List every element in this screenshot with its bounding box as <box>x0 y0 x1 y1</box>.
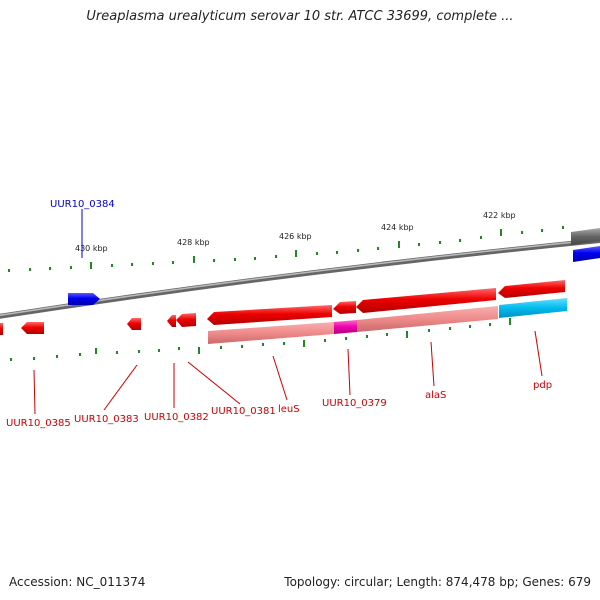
genome-summary-text: Topology: circular; Length: 874,478 bp; … <box>284 575 591 589</box>
ruler-tick <box>241 345 243 348</box>
ruler-tick <box>562 226 564 229</box>
ruler-tick <box>386 333 388 336</box>
ruler-tick <box>418 243 420 246</box>
leader-line <box>33 369 36 415</box>
ruler-label: 426 kbp <box>279 232 312 241</box>
ruler-tick <box>324 339 326 342</box>
ruler-tick <box>220 346 222 349</box>
gene-edge-left[interactable] <box>0 323 3 335</box>
ruler-tick <box>138 350 140 353</box>
leader-line <box>272 355 288 401</box>
inner-ruler <box>10 318 511 361</box>
ruler-tick <box>275 255 277 258</box>
gene-label: UUR10_0384 <box>50 199 115 210</box>
ruler-tick <box>90 262 92 269</box>
ruler-tick <box>198 347 200 354</box>
gene-label: UUR10_0382 <box>144 412 209 423</box>
leader-line <box>347 348 351 396</box>
leader-line <box>430 341 435 387</box>
ruler-label: 422 kbp <box>483 211 516 220</box>
ruler-tick <box>111 264 113 267</box>
ruler-tick <box>480 236 482 239</box>
ruler-tick <box>29 268 31 271</box>
gene-uur10-0382[interactable] <box>167 315 176 327</box>
ruler-tick <box>178 347 180 350</box>
ruler-tick <box>439 241 441 244</box>
leader-line <box>103 364 138 411</box>
ruler-tick <box>521 231 523 234</box>
ruler-tick <box>10 358 12 361</box>
ruler-label: 428 kbp <box>177 238 210 247</box>
gene-label: leuS <box>278 404 300 415</box>
gene-label: UUR10_0383 <box>74 414 139 425</box>
ruler-tick <box>366 335 368 338</box>
ruler-tick <box>303 340 305 347</box>
ruler-tick <box>541 229 543 232</box>
ruler-tick <box>8 269 10 272</box>
ruler-tick <box>234 258 236 261</box>
ruler-tick <box>283 342 285 345</box>
gene-label: pdp <box>533 380 552 391</box>
ruler-tick <box>336 251 338 254</box>
feature-grey-edge[interactable] <box>571 228 600 245</box>
ruler-tick <box>131 263 133 266</box>
gene-label: UUR10_0385 <box>6 418 71 429</box>
ruler-tick <box>449 327 451 330</box>
gene-uur10-0379[interactable] <box>333 301 356 314</box>
reverse-leaders <box>33 330 543 415</box>
outer-ruler <box>8 226 564 272</box>
gene-uur10-0385[interactable] <box>21 322 44 334</box>
feature-pdp[interactable] <box>499 298 567 318</box>
feature-leus[interactable] <box>208 322 334 344</box>
leader-line <box>534 330 543 377</box>
ruler-tick <box>489 323 491 326</box>
ruler-tick <box>345 337 347 340</box>
ruler-tick <box>398 241 400 248</box>
ruler-tick <box>213 259 215 262</box>
ruler-tick <box>70 266 72 269</box>
ruler-tick <box>316 252 318 255</box>
ruler-tick <box>56 355 58 358</box>
gene-forward-edge[interactable] <box>573 246 600 262</box>
ruler-tick <box>33 357 35 360</box>
gene-leus[interactable] <box>207 305 332 325</box>
ruler-tick <box>254 257 256 260</box>
gene-uur10-0384[interactable] <box>68 293 100 305</box>
gene-label: UUR10_0381 <box>211 406 276 417</box>
ruler-tick <box>152 262 154 265</box>
gene-alas[interactable] <box>356 288 496 313</box>
ruler-tick <box>49 267 51 270</box>
gene-label: UUR10_0379 <box>322 398 387 409</box>
map-title: Ureaplasma urealyticum serovar 10 str. A… <box>86 9 514 24</box>
ruler-tick <box>295 250 297 257</box>
ruler-label: 430 kbp <box>75 244 108 253</box>
leader-line <box>187 361 241 405</box>
ruler-tick <box>79 353 81 356</box>
ruler-tick <box>406 331 408 338</box>
ruler-tick <box>116 351 118 354</box>
ruler-tick <box>459 239 461 242</box>
feature-alas[interactable] <box>357 306 498 332</box>
accession-text: Accession: NC_011374 <box>9 575 146 589</box>
ruler-tick <box>469 325 471 328</box>
ruler-label: 424 kbp <box>381 223 414 232</box>
ruler-tick <box>377 247 379 250</box>
ruler-tick <box>500 229 502 236</box>
gene-pdp[interactable] <box>498 280 565 298</box>
ruler-tick <box>95 348 97 354</box>
gene-label: alaS <box>425 390 446 401</box>
ruler-tick <box>193 256 195 263</box>
gene-uur10-0381[interactable] <box>176 313 196 327</box>
ruler-tick <box>509 318 511 325</box>
ruler-tick <box>428 329 430 332</box>
ruler-tick <box>357 249 359 252</box>
ruler-tick <box>262 343 264 346</box>
gene-uur10-0383[interactable] <box>127 318 141 330</box>
ruler-tick <box>158 349 160 352</box>
ruler-tick <box>172 261 174 264</box>
feature-uur10-0379[interactable] <box>334 320 357 334</box>
